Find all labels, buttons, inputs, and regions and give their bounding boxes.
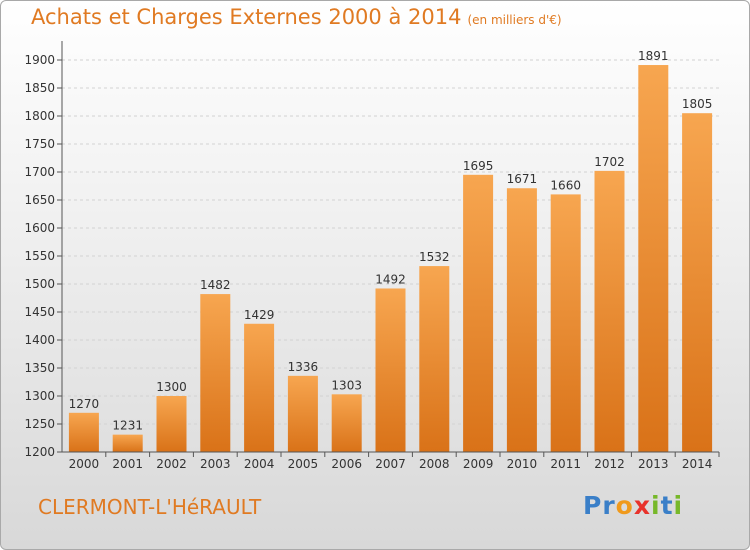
logo-letter: P — [583, 491, 603, 520]
data-label: 1532 — [419, 250, 450, 264]
data-label: 1300 — [156, 380, 187, 394]
y-tick-label: 1550 — [24, 249, 55, 263]
logo-letter: r — [602, 491, 616, 520]
bar — [638, 65, 669, 452]
data-label: 1805 — [682, 97, 713, 111]
bar — [419, 266, 450, 452]
logo-letter: i — [651, 491, 661, 520]
data-label: 1702 — [594, 155, 625, 169]
x-tick-label: 2004 — [244, 457, 275, 471]
x-tick-label: 2000 — [69, 457, 100, 471]
location-label: CLERMONT-L'HéRAULT — [38, 495, 262, 519]
bar — [68, 412, 99, 452]
chart-title: Achats et Charges Externes 2000 à 2014 (e… — [31, 5, 562, 29]
bar — [244, 323, 275, 452]
data-label: 1492 — [375, 272, 406, 286]
data-label: 1270 — [69, 397, 100, 411]
logo-letter: i — [673, 491, 684, 520]
y-tick-label: 1400 — [24, 333, 55, 347]
bar — [156, 396, 187, 452]
data-label: 1891 — [638, 49, 669, 63]
x-tick-label: 2011 — [550, 457, 581, 471]
data-label: 1429 — [244, 308, 275, 322]
y-tick-label: 1900 — [24, 53, 55, 67]
chart-subtitle: (en milliers d'€) — [467, 13, 562, 27]
y-tick-label: 1600 — [24, 221, 55, 235]
x-tick-label: 2001 — [112, 457, 143, 471]
x-tick-label: 2014 — [682, 457, 713, 471]
logo-letter: x — [633, 491, 651, 520]
data-label: 1303 — [331, 378, 362, 392]
x-tick-label: 2010 — [507, 457, 538, 471]
labels: 1200 1250 1300 1350 1400 1450 1500 1550 1600 1650… — [24, 49, 712, 471]
data-label: 1695 — [463, 159, 494, 173]
data-label: 1336 — [288, 360, 319, 374]
bar — [594, 170, 625, 452]
x-tick-label: 2009 — [463, 457, 494, 471]
logo-letter: t — [660, 491, 674, 520]
bar — [112, 434, 143, 452]
x-tick-label: 2006 — [331, 457, 362, 471]
x-tick-label: 2007 — [375, 457, 406, 471]
y-tick-label: 1750 — [24, 137, 55, 151]
data-label: 1482 — [200, 278, 231, 292]
y-tick-label: 1300 — [24, 389, 55, 403]
y-tick-label: 1200 — [24, 445, 55, 459]
y-tick-label: 1350 — [24, 361, 55, 375]
y-tick-label: 1850 — [24, 81, 55, 95]
bar — [506, 188, 537, 453]
x-tick-label: 2005 — [288, 457, 319, 471]
bar — [375, 288, 406, 452]
logo-letter: o — [615, 491, 634, 520]
x-tick-label: 2003 — [200, 457, 231, 471]
axes — [57, 41, 720, 457]
y-tick-label: 1450 — [24, 305, 55, 319]
x-tick-label: 2002 — [156, 457, 187, 471]
x-tick-label: 2013 — [638, 457, 669, 471]
bars — [68, 65, 713, 453]
y-tick-label: 1650 — [24, 193, 55, 207]
bar — [550, 194, 581, 452]
x-tick-label: 2008 — [419, 457, 450, 471]
bar — [463, 174, 494, 453]
bar — [331, 394, 362, 452]
y-tick-label: 1250 — [24, 417, 55, 431]
y-tick-label: 1800 — [24, 109, 55, 123]
y-tick-label: 1700 — [24, 165, 55, 179]
proxiti-logo: Proxiti — [583, 491, 683, 520]
y-tick-label: 1500 — [24, 277, 55, 291]
data-label: 1660 — [550, 178, 581, 192]
x-tick-label: 2012 — [594, 457, 625, 471]
bar — [682, 113, 713, 452]
data-label: 1231 — [112, 419, 143, 433]
chart-title-text: Achats et Charges Externes 2000 à 2014 — [31, 5, 462, 29]
bar — [200, 294, 231, 452]
bar — [287, 375, 318, 452]
data-label: 1671 — [507, 172, 538, 186]
